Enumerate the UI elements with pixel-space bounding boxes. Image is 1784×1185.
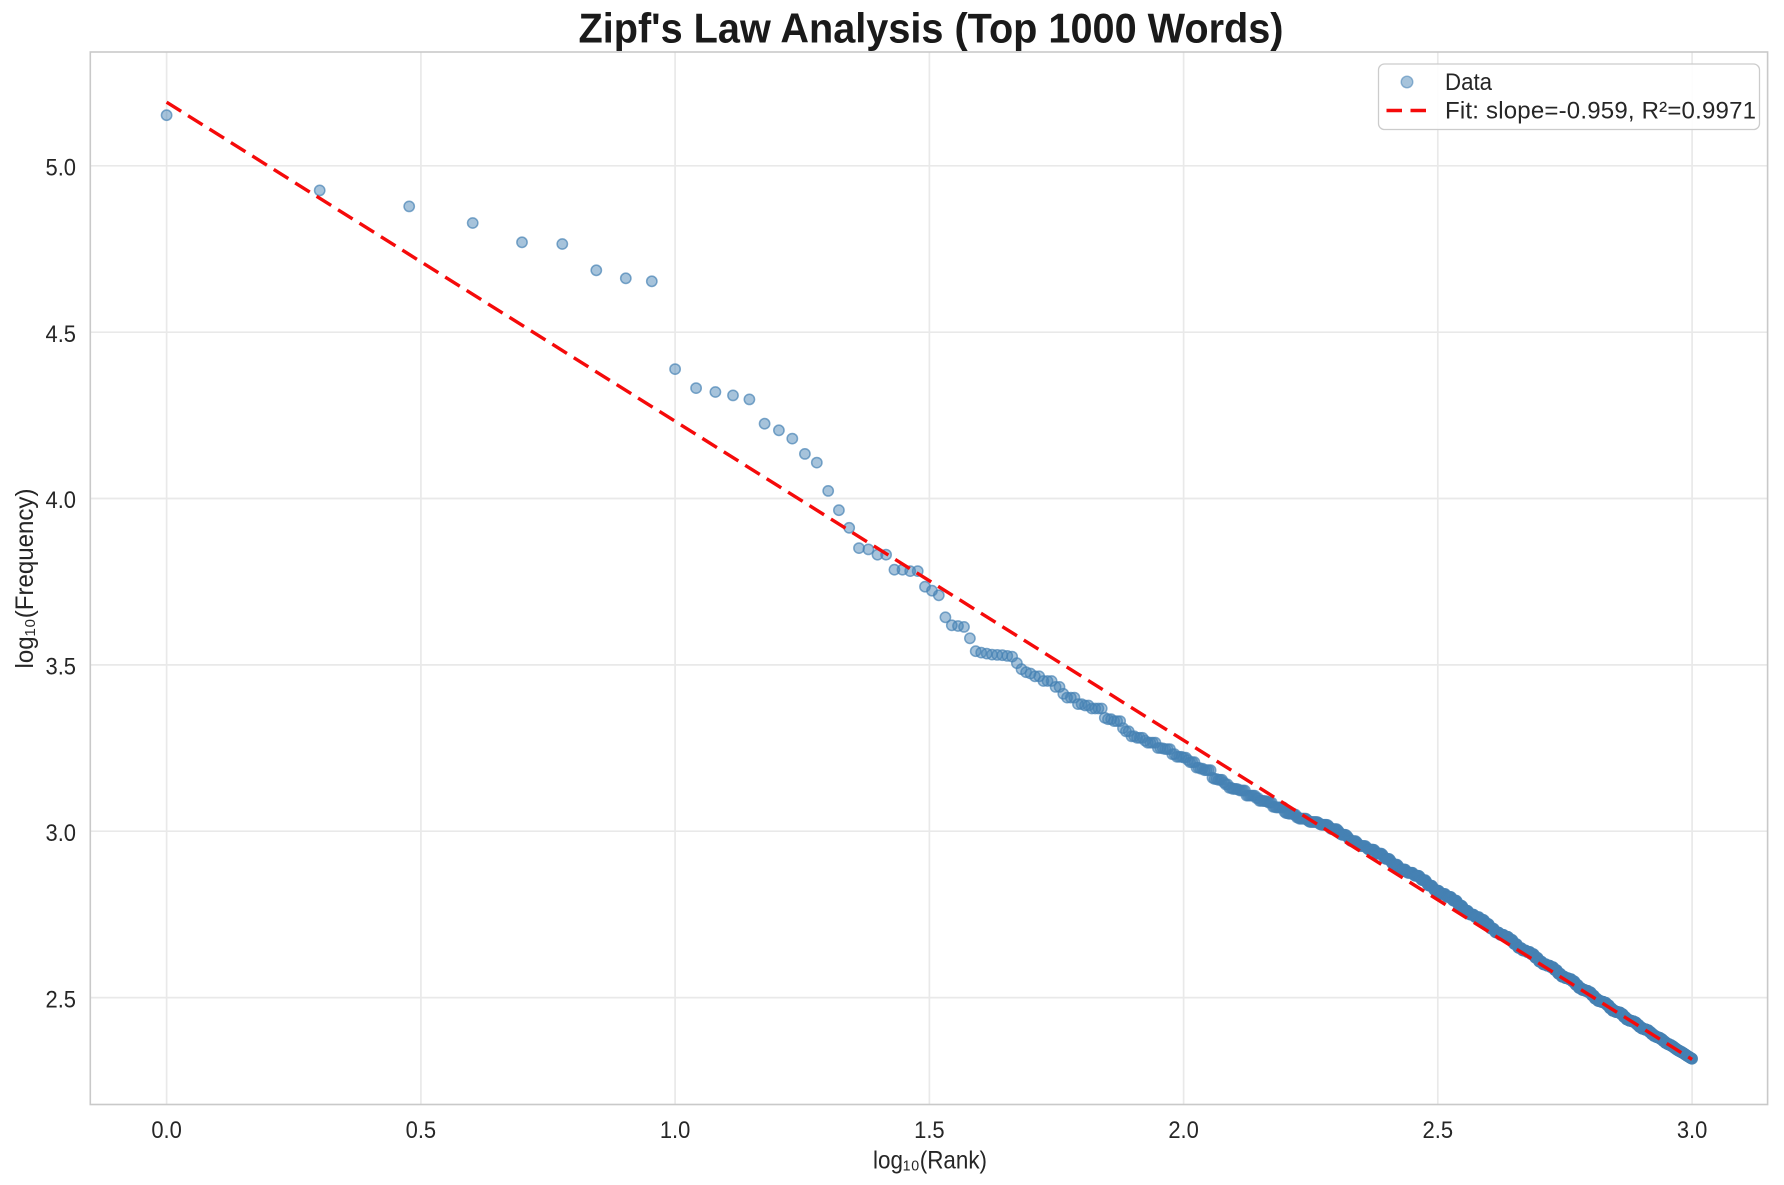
svg-text:log₁₀(Frequency): log₁₀(Frequency): [11, 489, 39, 669]
svg-text:4.5: 4.5: [46, 321, 77, 348]
svg-text:1.5: 1.5: [914, 1117, 945, 1144]
svg-text:5.0: 5.0: [46, 155, 77, 182]
svg-text:0.5: 0.5: [406, 1117, 437, 1144]
svg-text:1.0: 1.0: [660, 1117, 691, 1144]
svg-text:Zipf's Law Analysis (Top 1000: Zipf's Law Analysis (Top 1000 Words): [579, 5, 1284, 52]
svg-text:Data: Data: [1445, 69, 1493, 96]
svg-text:log₁₀(Rank): log₁₀(Rank): [873, 1147, 987, 1175]
svg-text:0.0: 0.0: [151, 1117, 182, 1144]
svg-text:3.5: 3.5: [46, 654, 77, 681]
svg-text:2.5: 2.5: [46, 986, 77, 1013]
svg-text:4.0: 4.0: [46, 487, 77, 514]
svg-text:2.0: 2.0: [1168, 1117, 1199, 1144]
svg-text:2.5: 2.5: [1423, 1117, 1454, 1144]
svg-text:3.0: 3.0: [1677, 1117, 1708, 1144]
svg-text:Fit: slope=-0.959, R²=0.9971: Fit: slope=-0.959, R²=0.9971: [1445, 98, 1756, 125]
svg-text:3.0: 3.0: [46, 820, 77, 847]
